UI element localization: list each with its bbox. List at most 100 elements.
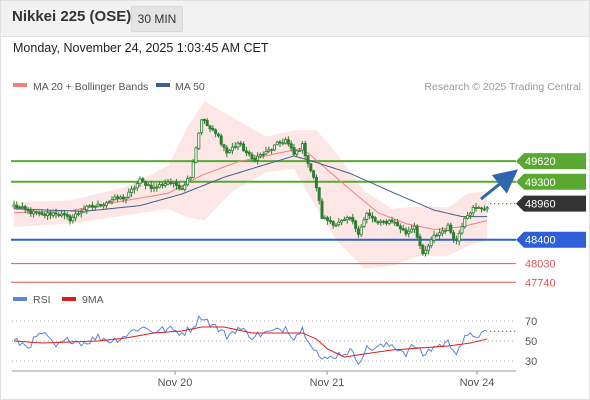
candle-body — [264, 150, 268, 155]
candle-body — [438, 232, 442, 236]
candle-body — [418, 236, 422, 246]
candle-body — [46, 212, 50, 217]
candle-body — [331, 220, 335, 226]
resistance-1-label: 49620 — [525, 156, 556, 168]
candle-body — [113, 196, 117, 201]
candle-body — [342, 219, 346, 221]
candle-body — [208, 125, 212, 130]
candle-body — [183, 184, 187, 190]
candle-body — [48, 212, 52, 216]
candle-body — [424, 249, 428, 254]
candle-body — [292, 147, 296, 155]
candle-body — [295, 150, 299, 155]
x-axis: Nov 20 Nov 21 Nov 24 — [158, 371, 495, 389]
candle-body — [370, 215, 374, 219]
resistance-2-box — [516, 173, 586, 190]
candle-body — [124, 197, 128, 200]
rsi-ma-legend-label: 9MA — [82, 294, 104, 306]
candle-body — [449, 224, 453, 233]
price-plot-area: 49620 49300 48960 48400 48030 47740 — [11, 101, 586, 289]
candle-body — [306, 155, 310, 164]
candle-body — [236, 142, 240, 148]
candle-body — [314, 176, 318, 189]
candle-body — [20, 206, 24, 209]
bollinger-band — [14, 101, 488, 269]
candle-body — [141, 178, 145, 182]
candle-body — [12, 204, 16, 208]
candle-body — [34, 211, 38, 214]
candle-body — [225, 147, 229, 154]
candle-body — [340, 220, 344, 223]
candle-body — [214, 129, 218, 134]
candle-body — [211, 127, 215, 131]
candle-body — [191, 161, 195, 178]
candle-body — [281, 142, 285, 145]
candle-body — [230, 146, 234, 152]
candle-body — [37, 212, 41, 215]
candle-body — [90, 204, 94, 208]
candle-body — [390, 219, 394, 223]
rsi-line — [13, 315, 488, 366]
candle-body — [163, 183, 167, 186]
candle-body — [468, 212, 472, 216]
candle-body — [421, 244, 425, 255]
ma50-legend-swatch — [156, 83, 170, 87]
x-tick-label: Nov 24 — [460, 377, 495, 389]
candle-body — [426, 245, 430, 251]
candle-body — [326, 217, 330, 221]
candle-body — [23, 206, 27, 210]
candle-body — [107, 201, 111, 203]
candle-body — [396, 221, 400, 227]
candle-body — [250, 154, 254, 160]
rsi-legend-label: RSI — [33, 294, 51, 306]
candle-body — [415, 225, 419, 238]
candle-body — [267, 149, 271, 152]
candle-body — [270, 149, 274, 151]
candle-body — [312, 170, 316, 178]
candle-body — [356, 228, 360, 235]
candle-body — [457, 232, 461, 242]
candle-body — [177, 184, 181, 189]
candle-body — [275, 141, 279, 146]
candle-body — [309, 163, 313, 172]
candle-body — [485, 207, 489, 210]
candle-body — [289, 143, 293, 149]
candle-body — [222, 144, 226, 148]
candle-body — [334, 224, 338, 227]
candle-body — [26, 209, 30, 212]
candle-body — [18, 206, 22, 209]
timestamp: Monday, November 24, 2025 1:03:45 AM CET — [13, 41, 269, 55]
candle-body — [323, 216, 327, 219]
candle-body — [166, 181, 170, 185]
candle-body — [278, 141, 282, 144]
rsi-tick-label: 50 — [525, 336, 537, 348]
candle-body — [379, 220, 383, 223]
candle-body — [54, 212, 58, 215]
timeframe-button[interactable]: 30 MIN — [131, 6, 183, 32]
candle-body — [57, 214, 61, 216]
candle-body — [88, 205, 92, 208]
candle-body — [60, 213, 64, 217]
candle-body — [186, 178, 190, 186]
candle-body — [180, 188, 184, 191]
candle-body — [96, 203, 100, 207]
candle-body — [348, 217, 352, 220]
ma50-legend-label: MA 50 — [175, 81, 205, 93]
candle-body — [118, 196, 122, 200]
rsi-tick-label: 30 — [525, 356, 537, 368]
candle-body — [247, 151, 251, 155]
candle-body — [317, 187, 321, 201]
candle-body — [104, 202, 108, 206]
candle-body — [110, 199, 114, 203]
candle-body — [99, 204, 103, 207]
candle-body — [452, 232, 456, 239]
candle-body — [228, 149, 232, 154]
candle-body — [79, 211, 83, 214]
rsi-plot-area: 70 50 30 — [12, 315, 537, 368]
support-1-label: 48400 — [525, 235, 556, 247]
candle-body — [82, 209, 86, 213]
candle-body — [138, 178, 142, 185]
ma20-legend-swatch — [13, 83, 27, 87]
candle-body — [337, 221, 341, 226]
